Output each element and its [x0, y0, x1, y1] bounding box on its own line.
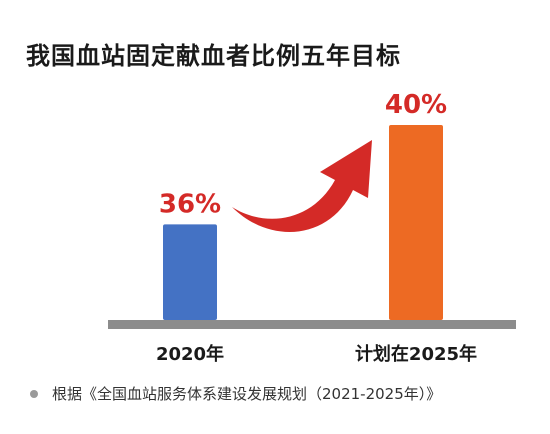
value-label-2020: 36% [159, 189, 221, 219]
bullet-icon [30, 389, 38, 398]
bar-chart: 36% 2020年 40% 计划在2025年 [108, 90, 516, 365]
category-label-2025: 计划在2025年 [355, 343, 477, 365]
value-label-2025: 40% [385, 90, 447, 120]
chart-title: 我国血站固定献血者比例五年目标 [26, 42, 401, 70]
source-footnote: 根据《全国血站服务体系建设发展规划（2021-2025年）》 [30, 383, 441, 404]
source-text: 根据《全国血站服务体系建设发展规划（2021-2025年）》 [52, 385, 442, 403]
bar-2025 [389, 125, 443, 320]
category-label-2020: 2020年 [156, 343, 224, 365]
bar-2020 [163, 224, 217, 320]
growth-arrow [232, 140, 372, 233]
chart-baseline [108, 320, 516, 329]
